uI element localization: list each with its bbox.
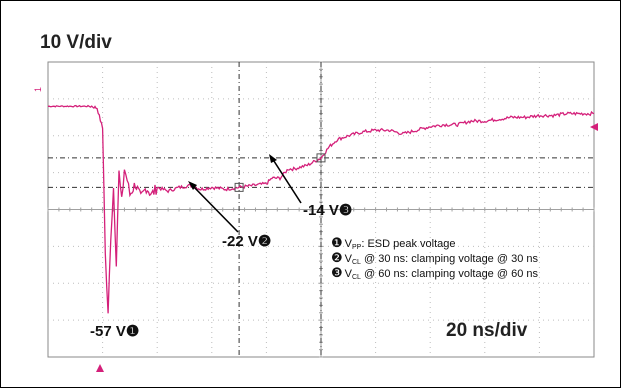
arrow-3-line	[271, 157, 302, 204]
annotation-clamp-30ns: -22 V❷	[222, 233, 271, 250]
legend-item-1: ❶ VPP: ESD peak voltage	[331, 235, 456, 251]
arrow-2-head	[188, 181, 197, 190]
measurement-marker-2	[234, 182, 244, 192]
arrow-2-line	[190, 183, 239, 233]
legend: ❶ VPP: ESD peak voltage ❷ VCL @ 30 ns: cla…	[331, 235, 538, 281]
measurement-marker-3	[316, 153, 326, 163]
legend-item-2: ❷ VCL @ 30 ns: clamping voltage @ 30 ns	[331, 250, 538, 266]
annotation-clamp-60ns: -14 V❸	[303, 202, 352, 219]
legend-item-3: ❸ VCL @ 60 ns: clamping voltage @ 60 ns	[331, 265, 538, 281]
trigger-level-indicator	[590, 123, 598, 131]
annotation-peak: -57 V❶	[90, 323, 139, 340]
channel-label: 1	[33, 87, 43, 92]
vertical-scale-label: 10 V/div	[40, 32, 112, 53]
annotation-arrows	[188, 154, 302, 233]
arrow-3-head	[269, 154, 277, 163]
horizontal-scale-label: 20 ns/div	[446, 320, 528, 341]
measurement-markers	[234, 153, 326, 192]
voltage-trace	[47, 104, 595, 314]
trigger-position-indicator	[96, 364, 104, 372]
